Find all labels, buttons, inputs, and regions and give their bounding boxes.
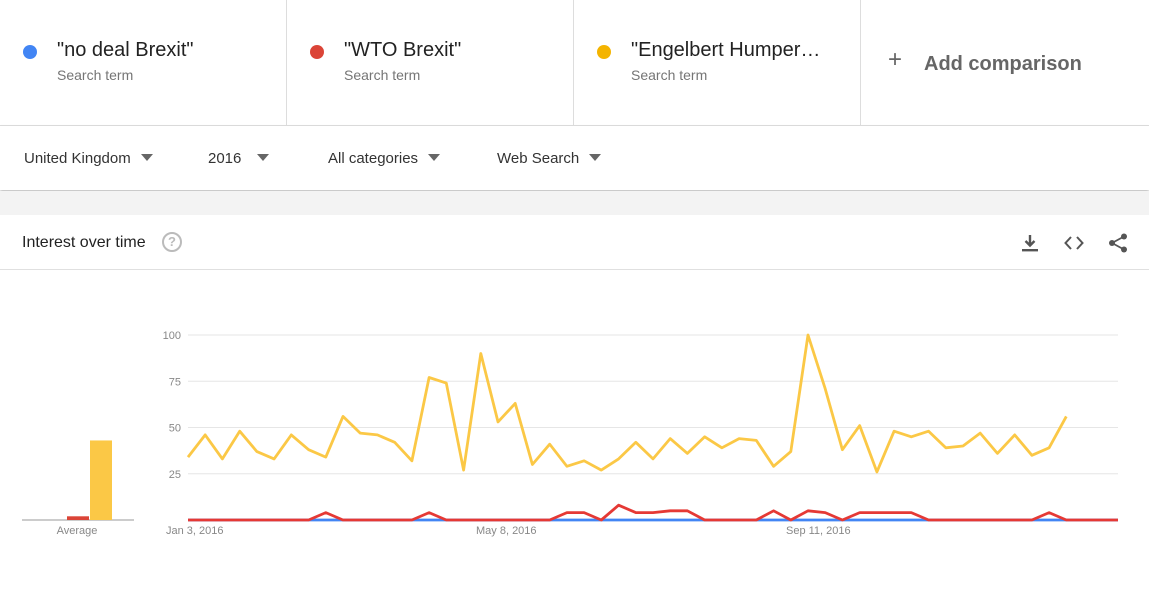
x-tick-label: May 8, 2016 xyxy=(476,525,537,537)
x-tick-label: Sep 11, 2016 xyxy=(786,525,851,537)
card-title: Interest over time xyxy=(22,234,146,251)
category-value: All categories xyxy=(328,150,419,167)
term-card-1[interactable]: "no deal Brexit" Search term xyxy=(0,0,287,125)
series-line xyxy=(186,333,1068,474)
plus-icon: + xyxy=(888,46,903,73)
average-bar xyxy=(90,440,112,520)
y-tick-label: 75 xyxy=(169,376,181,388)
help-icon[interactable]: ? xyxy=(162,232,182,252)
term-name[interactable]: "Engelbert Humper… xyxy=(631,39,821,61)
time-range-dropdown[interactable]: 2016 xyxy=(208,150,270,167)
caret-down-icon xyxy=(257,153,270,161)
interest-over-time-header: Interest over time ? xyxy=(0,215,1149,270)
term-color-dot xyxy=(310,45,324,59)
caret-down-icon xyxy=(428,153,441,161)
average-label: Average xyxy=(57,525,98,537)
interest-chart: 25 50 75 100 Jan 3, 2016 May 8, 2016 Sep 11, 2… xyxy=(22,330,1118,537)
term-color-dot xyxy=(597,45,611,59)
term-card-2[interactable]: "WTO Brexit" Search term xyxy=(287,0,574,125)
x-tick-label: Jan 3, 2016 xyxy=(166,525,224,537)
search-property-value: Web Search xyxy=(497,150,580,167)
embed-icon[interactable] xyxy=(1063,232,1085,254)
share-icon[interactable] xyxy=(1107,232,1129,254)
term-color-dot xyxy=(23,45,37,59)
average-bar xyxy=(67,516,89,520)
section-divider xyxy=(0,191,1149,215)
term-name[interactable]: "WTO Brexit" xyxy=(344,39,462,61)
region-dropdown[interactable]: United Kingdom xyxy=(24,150,153,167)
term-type: Search term xyxy=(344,67,421,83)
term-card-3[interactable]: "Engelbert Humper… Search term xyxy=(574,0,861,125)
term-name[interactable]: "no deal Brexit" xyxy=(57,39,194,61)
comparison-bar: "no deal Brexit" Search term "WTO Brexit… xyxy=(0,0,1149,126)
y-tick-label: 100 xyxy=(163,330,181,342)
time-range-value: 2016 xyxy=(208,150,242,167)
caret-down-icon xyxy=(589,153,602,161)
term-type: Search term xyxy=(57,67,134,83)
y-tick-label: 50 xyxy=(169,423,181,435)
y-tick-label: 25 xyxy=(169,469,181,481)
category-dropdown[interactable]: All categories xyxy=(328,150,441,167)
region-value: United Kingdom xyxy=(24,150,131,167)
caret-down-icon xyxy=(140,153,153,161)
search-property-dropdown[interactable]: Web Search xyxy=(497,150,602,167)
series-line xyxy=(188,503,1118,522)
term-type: Search term xyxy=(631,67,708,83)
add-comparison-button[interactable]: + Add comparison xyxy=(861,0,1149,125)
filter-bar: United Kingdom 2016 All categories Web S… xyxy=(0,126,1149,190)
download-icon[interactable] xyxy=(1019,232,1041,254)
add-comparison-label: Add comparison xyxy=(924,53,1082,75)
